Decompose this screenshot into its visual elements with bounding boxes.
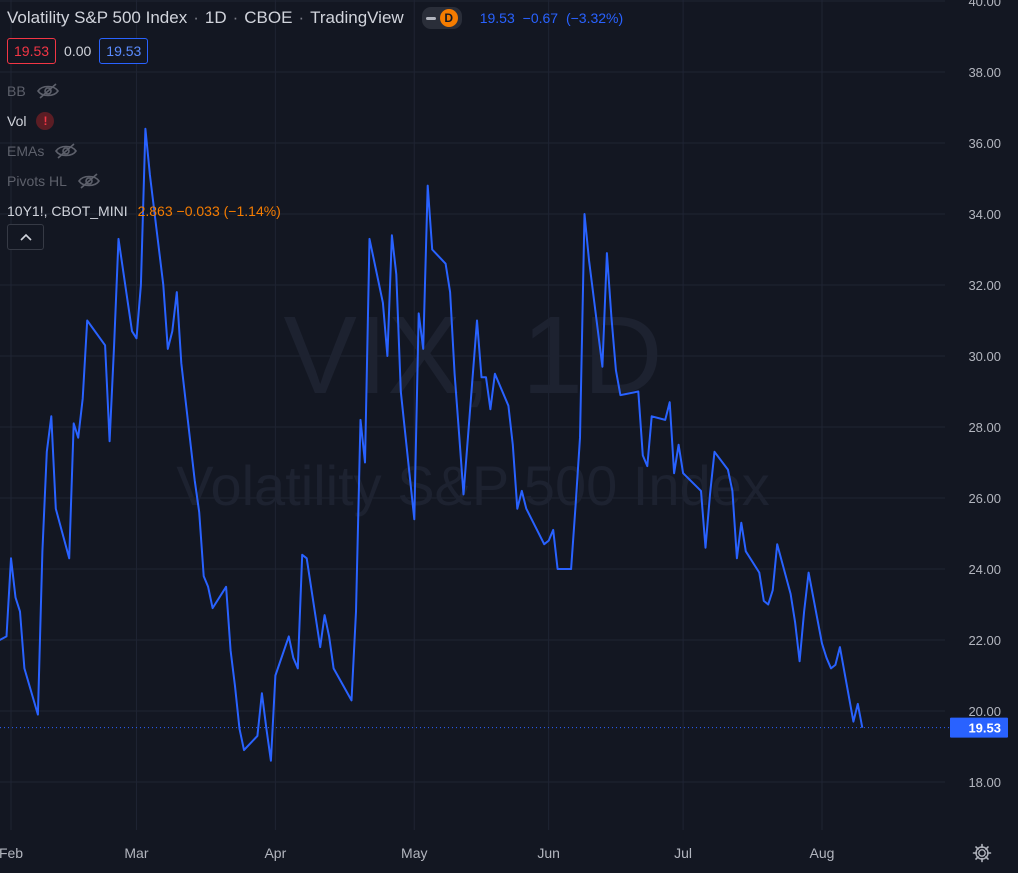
comparison-values: 2.863 −0.033 (−1.14%) — [138, 203, 281, 219]
legend-item-bb[interactable]: BB — [7, 76, 281, 106]
y-tick-label: 30.00 — [968, 349, 1001, 364]
spread-value: 0.00 — [64, 43, 92, 59]
price-change: −0.67 — [522, 10, 559, 26]
y-tick-label: 24.00 — [968, 562, 1001, 577]
watermark: VIX, 1D Volatility S&P 500 Index — [176, 294, 770, 517]
last-price: 19.53 — [479, 10, 515, 26]
minus-icon — [425, 16, 436, 20]
symbol-header: Volatility S&P 500 Index · 1D · CBOE · T… — [7, 7, 627, 29]
y-tick-label: 22.00 — [968, 633, 1001, 648]
separator-dot: · — [193, 8, 199, 27]
grid — [0, 0, 945, 830]
y-tick-label: 38.00 — [968, 65, 1001, 80]
x-tick-label: May — [401, 845, 427, 861]
eye-off-icon[interactable] — [54, 142, 78, 160]
x-tick-label: Mar — [124, 845, 148, 861]
legend-label: Pivots HL — [7, 173, 67, 189]
last-price-tag — [950, 717, 1008, 738]
x-tick-label: Apr — [264, 845, 286, 861]
quote-row: 19.53 0.00 19.53 — [7, 38, 149, 64]
sell-price-button[interactable]: 19.53 — [7, 38, 57, 64]
legend-item-pivots[interactable]: Pivots HL — [7, 166, 281, 196]
comparison-change-percent: (−1.14%) — [223, 203, 281, 219]
comparison-change: −0.033 — [176, 203, 220, 219]
y-tick-label: 26.00 — [968, 491, 1001, 506]
x-tick-label: Feb — [0, 845, 23, 861]
x-tick-label: Jul — [674, 845, 692, 861]
y-tick-label: 36.00 — [968, 136, 1001, 151]
interval-label[interactable]: 1D — [204, 8, 227, 27]
separator-dot: · — [232, 8, 239, 27]
y-tick-label: 20.00 — [968, 704, 1001, 719]
axes[interactable]: 18.00 20.00 22.00 24.00 26.00 28.00 30.00 32.00… — [0, 0, 1008, 861]
legend-label: BB — [7, 83, 26, 99]
y-tick-label: 18.00 — [968, 775, 1001, 790]
watermark-symbol: VIX, 1D — [283, 294, 662, 417]
y-tick-label: 34.00 — [968, 207, 1001, 222]
legend-item-comparison[interactable]: 10Y1!, CBOT_MINI 2.863 −0.033 (−1.14%) — [7, 196, 281, 226]
legend-item-emas[interactable]: EMAs — [7, 136, 281, 166]
separator-dot: · — [298, 8, 305, 27]
delayed-data-icon: D — [439, 9, 458, 27]
header-price-values: 19.53 −0.67 (−3.32%) — [480, 10, 627, 26]
chevron-up-icon — [19, 233, 32, 241]
y-tick-label: 28.00 — [968, 420, 1001, 435]
legend-item-vol[interactable]: Vol ! — [7, 106, 281, 136]
eye-off-icon[interactable] — [77, 172, 101, 190]
last-price-label: 19.53 — [968, 721, 1001, 736]
symbol-title[interactable]: Volatility S&P 500 Index — [7, 8, 188, 27]
y-tick-label: 32.00 — [968, 278, 1001, 293]
legend-label: Vol — [7, 113, 27, 129]
exchange-label: CBOE — [244, 8, 293, 27]
x-tick-label: Jun — [537, 845, 560, 861]
comparison-value: 2.863 — [137, 203, 173, 219]
provider-label: TradingView — [310, 8, 404, 27]
warning-icon[interactable]: ! — [36, 112, 55, 130]
series-layer — [0, 127, 951, 762]
collapse-legend-button[interactable] — [7, 224, 44, 250]
price-change-percent: (−3.32%) — [565, 10, 624, 26]
legend-label: EMAs — [7, 143, 45, 159]
vix-series-line — [0, 127, 864, 762]
x-tick-label: Aug — [810, 845, 835, 861]
eye-off-icon[interactable] — [36, 82, 60, 100]
gear-icon[interactable] — [972, 843, 992, 863]
comparison-symbol: 10Y1!, CBOT_MINI — [7, 203, 128, 219]
market-status-badge[interactable]: D — [421, 7, 462, 29]
indicator-legend: BB Vol ! EMAs Pivots HL 10Y1!, CBOT_MINI… — [7, 76, 281, 226]
watermark-description: Volatility S&P 500 Index — [176, 454, 770, 517]
y-tick-label: 40.00 — [968, 0, 1001, 9]
buy-price-button[interactable]: 19.53 — [99, 38, 149, 64]
